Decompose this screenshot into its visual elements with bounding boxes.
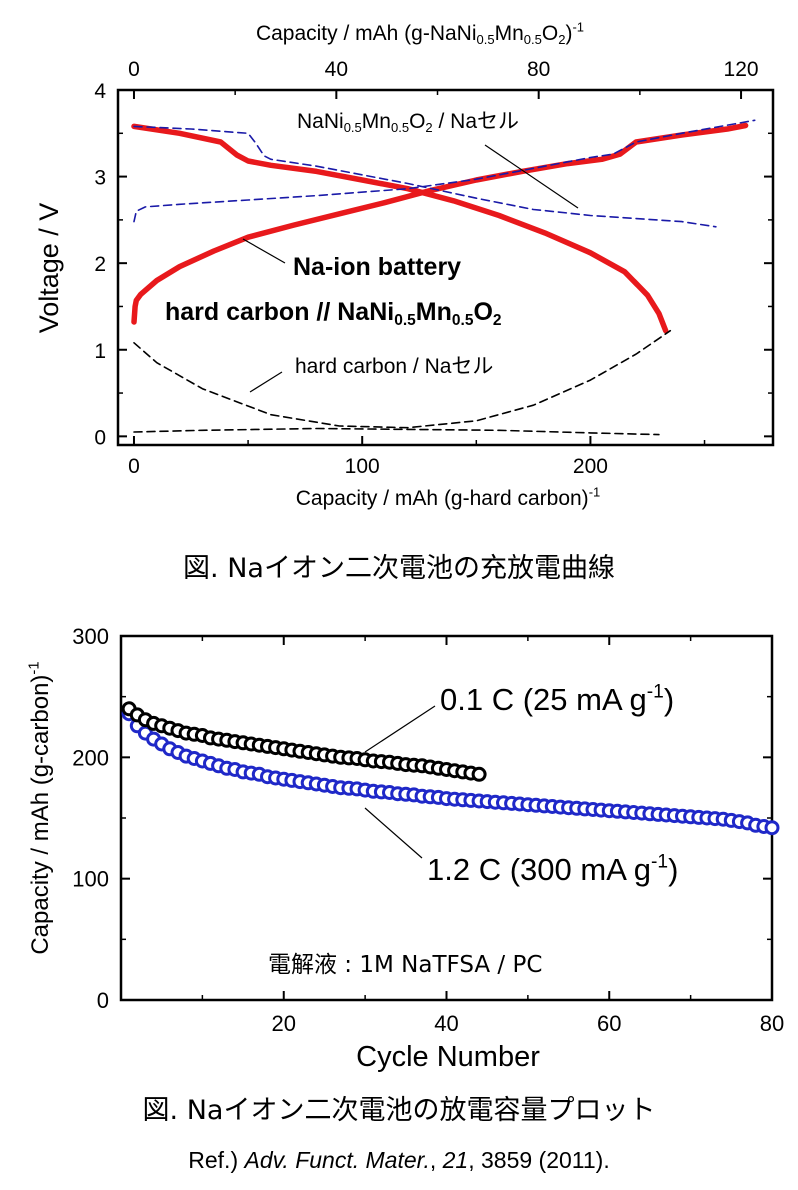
figure-caption-2: 図. Naイオン二次電池の放電容量プロット bbox=[142, 1095, 656, 1126]
reference-volume: 21 bbox=[442, 1147, 469, 1173]
y-tick-label-1: 1 bbox=[94, 340, 106, 363]
reference-prefix: Ref.) bbox=[188, 1147, 245, 1173]
data-point-series-0 bbox=[471, 766, 487, 782]
annotation-electrolyte: 電解液 : 1M NaTFSA / PC bbox=[268, 952, 542, 978]
x2-tick-label-120: 120 bbox=[724, 58, 759, 81]
data-point-series-1 bbox=[764, 820, 780, 836]
plot-frame-1 bbox=[116, 88, 775, 447]
figure-caption-1: 図. Naイオン二次電池の充放電曲線 bbox=[183, 553, 615, 584]
reference-sep: , bbox=[429, 1147, 443, 1173]
annotation-anode-half-cell: hard carbon / Naセル bbox=[295, 355, 493, 378]
leader-series-a bbox=[364, 705, 436, 753]
series-line-0 bbox=[131, 122, 749, 325]
cycle-capacity-chart: 20 40 60 80 0 100 200 300 Cycle Number Capacity /… bbox=[26, 624, 784, 1073]
x2-tick-label-40: 40 bbox=[325, 58, 348, 81]
leader-series-b bbox=[364, 807, 423, 859]
y-tick-label-4: 4 bbox=[94, 80, 106, 103]
y-tick-label-100: 100 bbox=[72, 867, 109, 892]
annotation-full-cell-2: hard carbon // NaNi0.5Mn0.5O2 bbox=[165, 298, 502, 329]
y-axis-label-1: Voltage / V bbox=[34, 203, 64, 334]
series-line-3 bbox=[133, 125, 717, 228]
x2-tick-label-80: 80 bbox=[527, 58, 550, 81]
y-axis-label-2: Capacity / mAh (g-carbon)-1 bbox=[26, 661, 54, 954]
y-tick-label-200: 200 bbox=[72, 745, 109, 770]
reference-citation: Ref.) Adv. Funct. Mater., 21, 3859 (2011… bbox=[0, 1147, 798, 1174]
y-tick-label-3: 3 bbox=[94, 167, 106, 190]
series-line-5 bbox=[133, 329, 672, 429]
annotation-series-a: 0.1 C (25 mA g-1) bbox=[440, 682, 674, 717]
x-tick-label-200: 200 bbox=[573, 455, 608, 478]
y-tick-label-300: 300 bbox=[72, 624, 109, 649]
series-line-1 bbox=[131, 123, 669, 334]
x-tick-label-80: 80 bbox=[760, 1011, 784, 1036]
leader-anode bbox=[249, 371, 283, 393]
leader-full-cell bbox=[242, 238, 286, 264]
x2-axis-label-1: Capacity / mAh (g-NaNi0.5Mn0.5O2)-1 bbox=[256, 20, 584, 48]
annotation-full-cell-1: Na-ion battery bbox=[293, 253, 461, 281]
leader-cathode bbox=[484, 144, 579, 209]
x-tick-label-60: 60 bbox=[597, 1011, 621, 1036]
annotation-cathode-half-cell: NaNi0.5Mn0.5O2 / Naセル bbox=[297, 110, 519, 135]
reference-rest: , 3859 (2011). bbox=[468, 1147, 610, 1173]
x-axis-label-2: Cycle Number bbox=[356, 1041, 540, 1073]
y-tick-label-0: 0 bbox=[97, 988, 109, 1013]
y-tick-label-0: 0 bbox=[94, 426, 106, 449]
x-tick-label-20: 20 bbox=[272, 1011, 296, 1036]
y-tick-label-2: 2 bbox=[94, 253, 106, 276]
x-axis-label-1: Capacity / mAh (g-hard carbon)-1 bbox=[296, 485, 601, 510]
x-tick-label-100: 100 bbox=[345, 455, 380, 478]
x2-tick-label-0: 0 bbox=[128, 58, 140, 81]
annotation-series-b: 1.2 C (300 mA g-1) bbox=[427, 852, 678, 887]
series-line-2 bbox=[133, 119, 756, 223]
x-tick-label-40: 40 bbox=[434, 1011, 458, 1036]
x-tick-label-0: 0 bbox=[128, 455, 140, 478]
reference-journal: Adv. Funct. Mater. bbox=[244, 1147, 430, 1173]
series-line-4 bbox=[133, 427, 660, 436]
charge-discharge-chart: 0 100 200 0 40 80 120 0 1 2 3 4 Capacity / mAh (g-ha… bbox=[34, 20, 775, 510]
